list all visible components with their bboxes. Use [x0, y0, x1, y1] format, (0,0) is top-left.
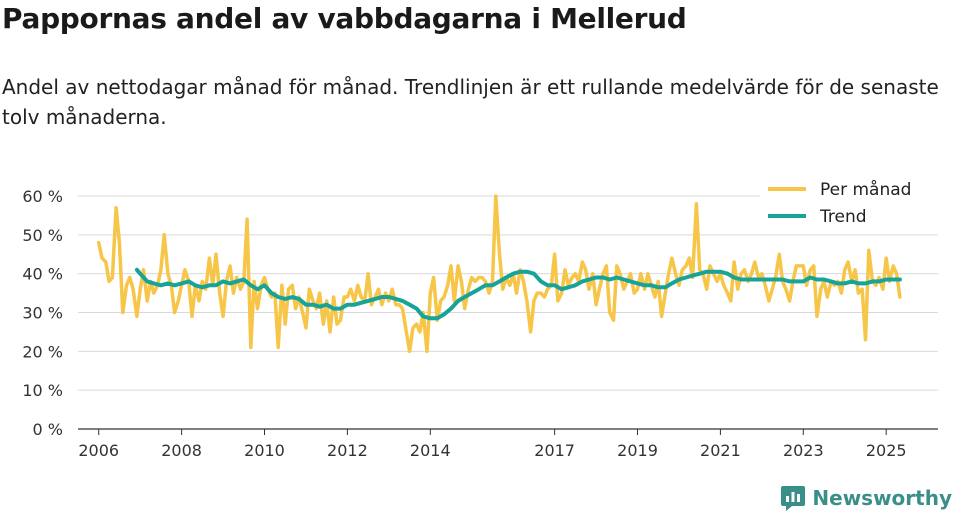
x-tick-label: 2017 — [534, 441, 575, 460]
x-tick-label: 2006 — [78, 441, 119, 460]
series-lines — [96, 194, 902, 354]
legend: Per månad Trend — [760, 176, 938, 234]
y-tick-label: 30 % — [22, 304, 63, 323]
y-tick-label: 0 % — [33, 420, 63, 439]
chart-title: Pappornas andel av vabbdagarna i Melleru… — [2, 2, 687, 35]
x-tick-label: 2012 — [327, 441, 368, 460]
y-tick-label: 50 % — [22, 226, 63, 245]
chart-subtitle: Andel av nettodagar månad för månad. Tre… — [2, 75, 939, 129]
newsworthy-logo-icon — [781, 486, 806, 511]
brand-name: Newsworthy — [812, 486, 952, 510]
legend-background — [760, 176, 938, 234]
x-tick-label: 2014 — [410, 441, 451, 460]
x-tick-label: 2010 — [244, 441, 285, 460]
x-tick-label: 2025 — [866, 441, 907, 460]
y-tick-label: 10 % — [22, 381, 63, 400]
axes: 0 % 10 % 20 % 30 % 40 % 50 % 60 % 2006 2008 2010 2… — [22, 187, 938, 460]
legend-label: Per månad — [820, 179, 911, 200]
y-tick-label: 20 % — [22, 342, 63, 361]
newsworthy-logo: Newsworthy — [780, 484, 952, 512]
legend-label: Trend — [819, 207, 867, 227]
x-tick-label: 2019 — [617, 441, 658, 460]
x-tick-label: 2023 — [783, 441, 824, 460]
x-tick-label: 2008 — [161, 441, 202, 460]
series-line-trend — [134, 267, 902, 321]
x-tick-label: 2021 — [700, 441, 741, 460]
y-tick-label: 40 % — [22, 265, 63, 284]
y-tick-label: 60 % — [22, 187, 63, 206]
